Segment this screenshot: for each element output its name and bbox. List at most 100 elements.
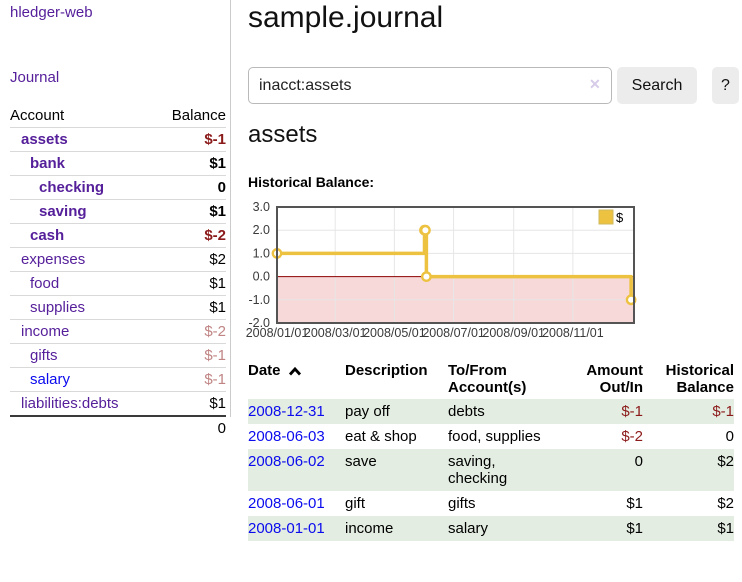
account-link[interactable]: salary [30, 371, 71, 388]
account-link[interactable]: food [30, 275, 60, 292]
register-accounts: gifts [448, 495, 476, 512]
account-balance: $2 [154, 247, 226, 272]
app-brand-link[interactable]: hledger-web [10, 4, 93, 21]
col-header-balance[interactable]: Historical Balance [665, 362, 734, 396]
register-description: save [345, 453, 377, 470]
register-date-link[interactable]: 2008-01-01 [248, 520, 325, 537]
accounts-total-row: 0 [10, 415, 226, 440]
register-balance: $1 [717, 520, 734, 537]
account-link[interactable]: assets [21, 131, 68, 148]
account-link[interactable]: liabilities:debts [21, 395, 119, 412]
register-description: income [345, 520, 394, 537]
register-row: 2008-12-31 pay off debts $-1 $-1 [248, 399, 734, 424]
account-balance: $1 [154, 271, 226, 296]
account-balance: 0 [154, 175, 226, 200]
register-row: 2008-06-01 gift gifts $1 $2 [248, 491, 734, 516]
search-input[interactable] [248, 67, 612, 104]
register-date-link[interactable]: 2008-12-31 [248, 403, 325, 420]
sidebar: hledger-web Journal Account Balance asse… [0, 0, 231, 440]
account-balance: $1 [154, 391, 226, 416]
register-date-link[interactable]: 2008-06-02 [248, 453, 325, 470]
account-balance: $-2 [154, 319, 226, 344]
account-row: gifts $-1 [10, 343, 226, 368]
account-row: income $-2 [10, 319, 226, 344]
data-point-marker [419, 224, 431, 236]
search-button[interactable]: Search [617, 67, 697, 104]
account-row: saving $1 [10, 199, 226, 224]
col-header-date[interactable]: Date [248, 359, 345, 399]
account-link[interactable]: expenses [21, 251, 86, 268]
register-amount: 0 [634, 453, 643, 470]
y-tick-label: 0.0 [253, 270, 270, 284]
register-accounts: saving, checking [448, 453, 508, 487]
col-header-description[interactable]: Description [345, 362, 428, 379]
account-row: supplies $1 [10, 295, 226, 320]
account-link[interactable]: checking [39, 179, 105, 196]
account-link[interactable]: cash [30, 227, 65, 244]
col-header-accounts[interactable]: To/From Account(s) [448, 362, 527, 396]
x-tick-label: 2008/07/01 [422, 326, 485, 340]
account-row: checking 0 [10, 175, 226, 200]
chart-title: Historical Balance: [248, 174, 375, 190]
register-balance: $2 [717, 453, 734, 470]
legend-label: $ [616, 210, 624, 225]
legend-swatch [598, 209, 614, 225]
account-link[interactable]: income [21, 323, 70, 340]
x-tick-label: 2008/09/01 [482, 326, 545, 340]
register-balance: $2 [717, 495, 734, 512]
account-balance: $-1 [154, 127, 226, 152]
account-link[interactable]: gifts [30, 347, 58, 364]
register-date-link[interactable]: 2008-06-03 [248, 428, 325, 445]
account-balance: $-1 [154, 367, 226, 392]
sidebar-item-journal[interactable]: Journal [10, 69, 60, 86]
register-description: gift [345, 495, 366, 512]
account-link[interactable]: saving [39, 203, 87, 220]
accounts-header-account: Account [10, 107, 65, 124]
x-tick-label: 2008/01/01 [246, 326, 309, 340]
register-table: Date Description To/From Account(s) Amou… [248, 359, 734, 541]
register-row: 2008-06-02 save saving, checking 0 $2 [248, 449, 734, 491]
y-tick-label: -1.0 [248, 293, 270, 307]
register-description: eat & shop [345, 428, 417, 445]
register-accounts: debts [448, 403, 485, 420]
register-accounts: salary [448, 520, 489, 537]
y-tick-label: 2.0 [253, 223, 270, 237]
register-description: pay off [345, 403, 390, 420]
account-link[interactable]: supplies [30, 299, 86, 316]
accounts-header-balance: Balance [171, 107, 226, 124]
account-row: salary $-1 [10, 367, 226, 392]
account-row: expenses $2 [10, 247, 226, 272]
account-row: food $1 [10, 271, 226, 296]
x-tick-label: 2008/11/01 [542, 326, 604, 340]
account-balance: $-1 [154, 343, 226, 368]
register-date-link[interactable]: 2008-06-01 [248, 495, 325, 512]
x-tick-label: 2008/03/01 [304, 326, 367, 340]
register-header-row: Date Description To/From Account(s) Amou… [248, 359, 734, 399]
account-balance: $-2 [154, 223, 226, 248]
account-row: assets $-1 [10, 127, 226, 152]
accounts-total-label [10, 415, 155, 440]
register-balance: 0 [725, 428, 734, 445]
col-header-amount[interactable]: Amount Out/In [586, 362, 643, 396]
register-amount: $1 [626, 520, 643, 537]
accounts-header-row: Account Balance [10, 104, 226, 128]
historical-balance-chart: 3.0 2.0 1.0 0.0 -1.0 -2.02008/01/012008/03/01… [246, 200, 637, 340]
account-balance: $1 [154, 151, 226, 176]
register-row: 2008-01-01 income salary $1 $1 [248, 516, 734, 541]
data-point-marker [420, 271, 432, 283]
account-row: bank $1 [10, 151, 226, 176]
y-tick-label: 1.0 [253, 246, 270, 260]
help-button[interactable]: ? [712, 67, 739, 104]
register-balance: $-1 [712, 403, 734, 420]
account-link[interactable]: bank [30, 155, 66, 172]
accounts-table: Account Balance assets $-1 bank $1 checking 0… [10, 104, 226, 440]
page-title: sample.journal [248, 1, 444, 34]
account-row: liabilities:debts $1 [10, 391, 226, 416]
y-tick-label: -2.0 [248, 316, 270, 330]
register-amount: $1 [626, 495, 643, 512]
clear-search-icon[interactable]: ✕ [589, 76, 601, 92]
register-amount: $-2 [621, 428, 643, 445]
register-amount: $-1 [621, 403, 643, 420]
account-balance: $1 [154, 199, 226, 224]
